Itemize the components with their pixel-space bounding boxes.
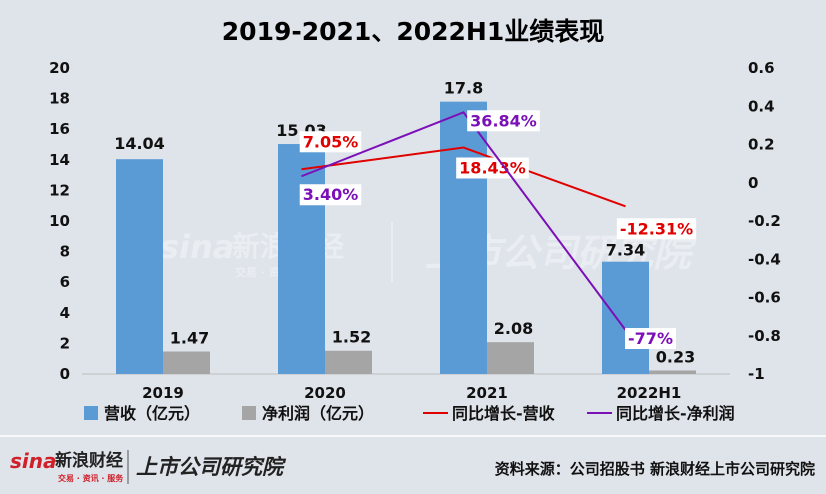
profit-growth-label: 3.40% <box>303 185 359 204</box>
revenue-growth-label: 7.05% <box>303 132 359 151</box>
revenue-bar <box>278 144 325 374</box>
y-left-tick-label: 2 <box>60 334 70 352</box>
y-left-tick-label: 4 <box>60 304 70 322</box>
legend-swatch-profit <box>242 406 256 420</box>
y-left-tick-label: 18 <box>49 90 70 108</box>
profit-bar <box>649 370 696 374</box>
revenue-bar <box>116 159 163 374</box>
revenue-data-label: 14.04 <box>114 134 165 153</box>
footer-logo-brand: sina <box>10 449 57 473</box>
x-category-label: 2019 <box>142 384 184 402</box>
growth-label-background <box>456 157 529 179</box>
y-axis-left: 0 2 4 6 8 10 12 14 16 18 20 <box>49 59 730 383</box>
growth-label-background <box>616 218 697 240</box>
profit-data-label: 1.47 <box>170 329 209 348</box>
profit-growth-label: -77% <box>628 329 673 348</box>
revenue-bar <box>602 261 649 374</box>
y-right-tick-label: -0.4 <box>748 250 781 268</box>
y-left-tick-label: 6 <box>60 273 70 291</box>
y-left-tick-label: 10 <box>49 212 70 230</box>
y-right-tick-label: 0.4 <box>748 97 775 115</box>
footer-logo-section: 上市公司研究院 <box>136 455 287 479</box>
x-category-label: 2020 <box>304 384 346 402</box>
growth-lines: 7.05% 18.43% -12.31% 3.40% 36.84% -77% <box>299 110 697 350</box>
legend-label-revenue-growth: 同比增长-营收 <box>452 404 555 423</box>
y-right-tick-label: 0.6 <box>748 59 775 77</box>
growth-label-background <box>467 110 540 132</box>
y-right-tick-label: -0.8 <box>748 327 781 345</box>
footer-logo-name: 新浪财经 <box>55 450 123 471</box>
y-left-tick-label: 14 <box>49 151 70 169</box>
legend-label-profit-growth: 同比增长-净利润 <box>616 404 735 423</box>
watermark-brand: sina <box>160 228 234 266</box>
chart-title: 2019-2021、2022H1业绩表现 <box>222 17 604 46</box>
footer-logo-sub: 交易 · 资讯 · 服务 <box>58 473 124 483</box>
growth-label-background <box>299 184 362 206</box>
revenue-growth-label: -12.31% <box>620 219 693 238</box>
legend-label-profit: 净利润（亿元） <box>262 404 374 423</box>
x-axis-categories: 2019 2020 2021 2022H1 <box>142 384 681 402</box>
y-left-tick-label: 20 <box>49 59 70 77</box>
y-right-tick-label: 0 <box>748 174 758 192</box>
legend-label-revenue: 营收（亿元） <box>104 404 200 423</box>
revenue-growth-line <box>301 146 626 208</box>
footer: sina 新浪财经 交易 · 资讯 · 服务 上市公司研究院 资料来源：公司招股… <box>0 435 826 484</box>
y-left-tick-label: 0 <box>60 365 70 383</box>
profit-bar <box>163 351 210 374</box>
y-axis-right: -1 -0.8 -0.6 -0.4 -0.2 0 0.2 0.4 0.6 <box>748 59 781 383</box>
revenue-data-label: 17.8 <box>444 79 483 98</box>
footer-source: 资料来源：公司招股书 新浪财经上市公司研究院 <box>495 460 815 478</box>
revenue-growth-label: 18.43% <box>459 159 526 178</box>
y-right-tick-label: -0.6 <box>748 289 781 307</box>
y-right-tick-label: 0.2 <box>748 136 775 154</box>
y-left-tick-label: 16 <box>49 120 70 138</box>
growth-label-background <box>299 131 362 153</box>
y-left-tick-label: 12 <box>49 181 70 199</box>
profit-data-label: 0.23 <box>656 347 695 366</box>
profit-growth-label: 36.84% <box>470 111 537 130</box>
revenue-data-label: 7.34 <box>606 241 645 260</box>
profit-data-label: 1.52 <box>332 328 371 347</box>
y-right-tick-label: -1 <box>748 365 765 383</box>
growth-label-background <box>625 328 676 350</box>
legend: 营收（亿元） 净利润（亿元） 同比增长-营收 同比增长-净利润 <box>84 404 735 423</box>
y-right-tick-label: -0.2 <box>748 212 781 230</box>
legend-swatch-revenue <box>84 406 98 420</box>
y-left-tick-label: 8 <box>60 243 70 261</box>
profit-data-label: 2.08 <box>494 319 533 338</box>
revenue-bar <box>440 101 487 374</box>
profit-bar <box>487 342 534 374</box>
x-category-label: 2021 <box>466 384 508 402</box>
profit-bar <box>325 350 372 374</box>
x-category-label: 2022H1 <box>617 384 682 402</box>
profit-growth-line <box>301 111 627 331</box>
